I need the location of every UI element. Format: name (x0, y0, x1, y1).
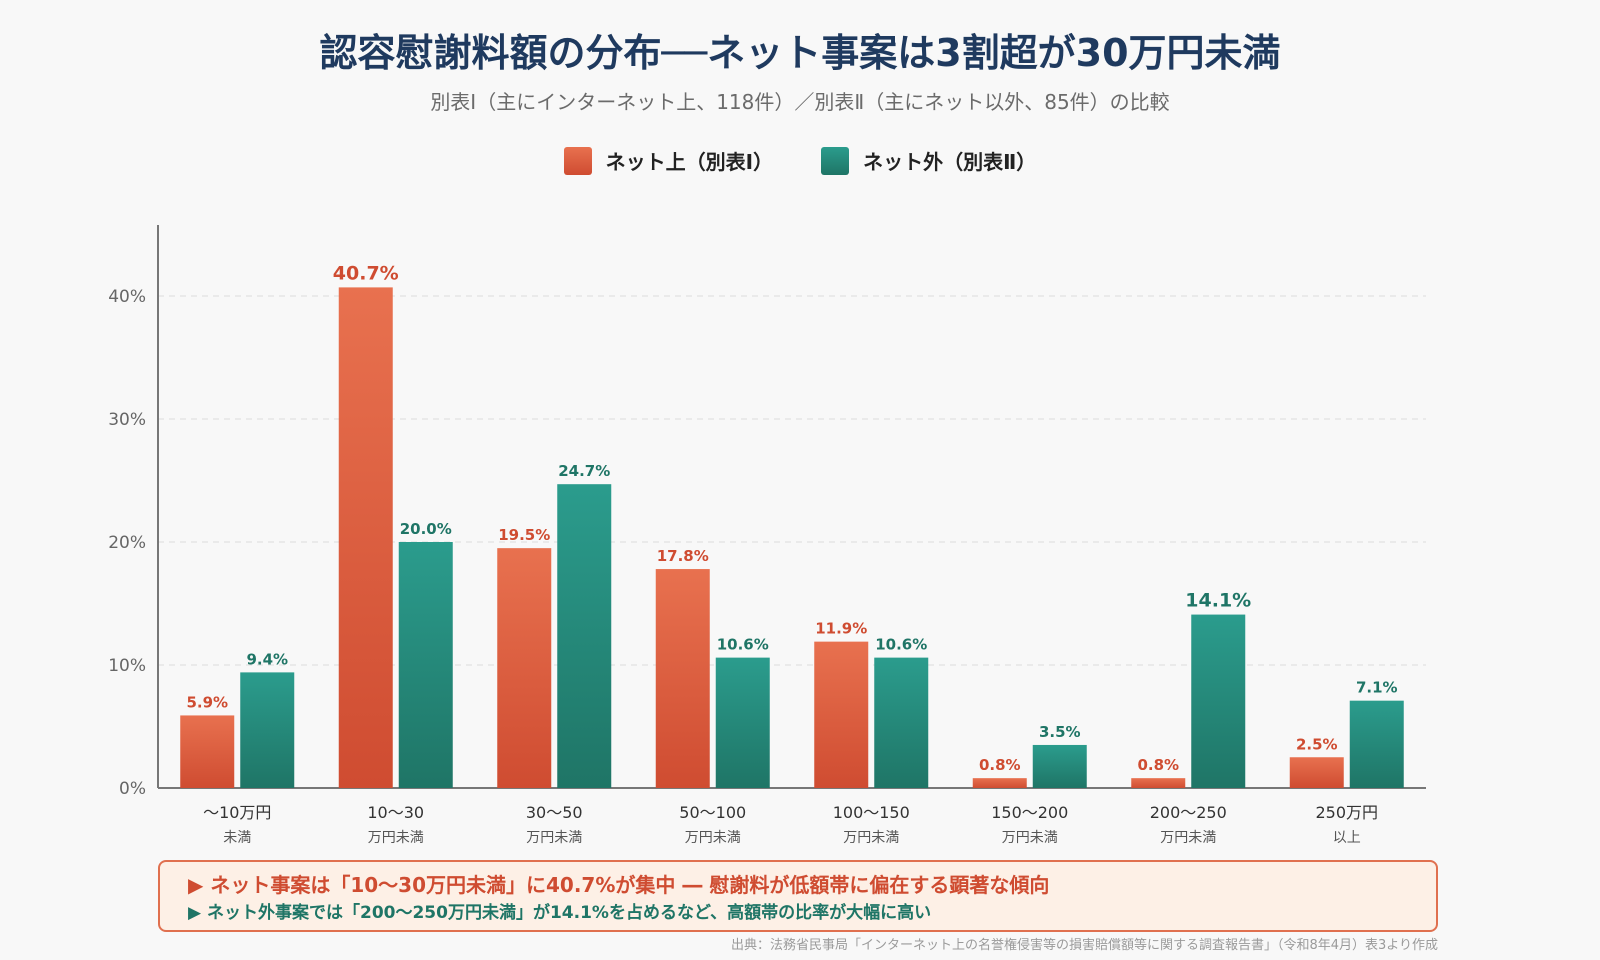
bar-net (180, 715, 235, 788)
source-note: 出典：法務省民事局「インターネット上の名誉権侵害等の損害賠償額等に関する調査報告… (730, 938, 1438, 953)
y-tick-label: 20% (108, 533, 146, 553)
chart-subtitle: 別表Ⅰ（主にインターネット上、118件）／別表Ⅱ（主にネット以外、85件）の比較 (430, 90, 1170, 114)
bar-offline (1032, 744, 1087, 788)
bar-offline (715, 657, 770, 788)
bar-net (1131, 778, 1186, 788)
legend-item-offline: ネット外（別表Ⅱ） (821, 146, 1036, 175)
x-tick-label: 〜10万円 (203, 803, 271, 822)
x-tick-sublabel: 万円未満 (685, 830, 741, 846)
callout-line-net: ▶ ネット事案は「10〜30万円未満」に40.7%が集中 ― 慰謝料が低額帯に偏… (188, 873, 1050, 897)
x-tick-label: 100〜150 (833, 803, 910, 822)
x-tick-sublabel: 万円未満 (368, 830, 424, 846)
bar-net (655, 569, 710, 788)
data-label-offline: 14.1% (1185, 590, 1251, 612)
bar-offline (1191, 614, 1246, 788)
data-label-net: 0.8% (979, 756, 1021, 774)
x-tick-label: 50〜100 (679, 803, 746, 822)
bar-net (972, 778, 1027, 788)
bar-offline (1349, 700, 1404, 788)
data-label-net: 19.5% (498, 526, 550, 544)
data-label-net: 11.9% (815, 620, 867, 638)
x-tick-sublabel: 万円未満 (843, 830, 899, 846)
y-tick-label: 0% (119, 779, 146, 799)
x-tick-label: 250万円 (1315, 803, 1378, 822)
x-tick-sublabel: 万円未満 (1160, 830, 1216, 846)
data-label-offline: 20.0% (400, 520, 452, 538)
bar-net (814, 641, 869, 788)
x-tick-sublabel: 万円未満 (526, 830, 582, 846)
callout-box: ▶ ネット事案は「10〜30万円未満」に40.7%が集中 ― 慰謝料が低額帯に偏… (158, 860, 1438, 932)
y-tick-label: 30% (108, 410, 146, 430)
data-label-net: 5.9% (186, 693, 228, 711)
x-tick-label: 10〜30 (367, 803, 424, 822)
y-tick-label: 10% (108, 656, 146, 676)
x-tick-label: 150〜200 (991, 803, 1068, 822)
y-tick-label: 40% (108, 287, 146, 307)
callout-line-offline: ▶ ネット外事案では「200〜250万円未満」が14.1%を占めるなど、高額帯の… (188, 903, 932, 923)
bar-net (338, 287, 393, 788)
bar-net (497, 548, 552, 788)
x-tick-label: 200〜250 (1150, 803, 1227, 822)
bar-net (1289, 757, 1344, 788)
bar-offline (240, 672, 295, 788)
legend-label-net: ネット上（別表Ⅰ） (605, 150, 774, 174)
legend-swatch-net (563, 146, 592, 175)
data-label-offline: 3.5% (1039, 723, 1081, 741)
legend-swatch-offline (821, 146, 850, 175)
data-label-net: 2.5% (1296, 735, 1338, 753)
x-tick-sublabel: 万円未満 (1002, 830, 1058, 846)
data-label-offline: 10.6% (717, 636, 769, 654)
x-tick-sublabel: 未満 (223, 830, 251, 846)
chart-title: 認容慰謝料額の分布──ネット事案は3割超が30万円未満 (319, 31, 1281, 75)
bar-offline (557, 484, 612, 788)
legend-label-offline: ネット外（別表Ⅱ） (863, 150, 1037, 174)
x-tick-sublabel: 以上 (1333, 830, 1361, 846)
data-label-net: 0.8% (1137, 756, 1179, 774)
x-tick-label: 30〜50 (526, 803, 583, 822)
data-label-offline: 9.4% (246, 650, 288, 668)
data-label-offline: 24.7% (558, 462, 610, 480)
data-label-offline: 7.1% (1356, 679, 1398, 697)
data-label-net: 40.7% (333, 262, 399, 284)
bar-offline (398, 542, 453, 788)
legend: ネット上（別表Ⅰ） ネット外（別表Ⅱ） (0, 146, 1600, 175)
legend-item-net: ネット上（別表Ⅰ） (563, 146, 774, 175)
bar-offline (874, 657, 929, 788)
data-label-offline: 10.6% (875, 636, 927, 654)
data-label-net: 17.8% (657, 547, 709, 565)
